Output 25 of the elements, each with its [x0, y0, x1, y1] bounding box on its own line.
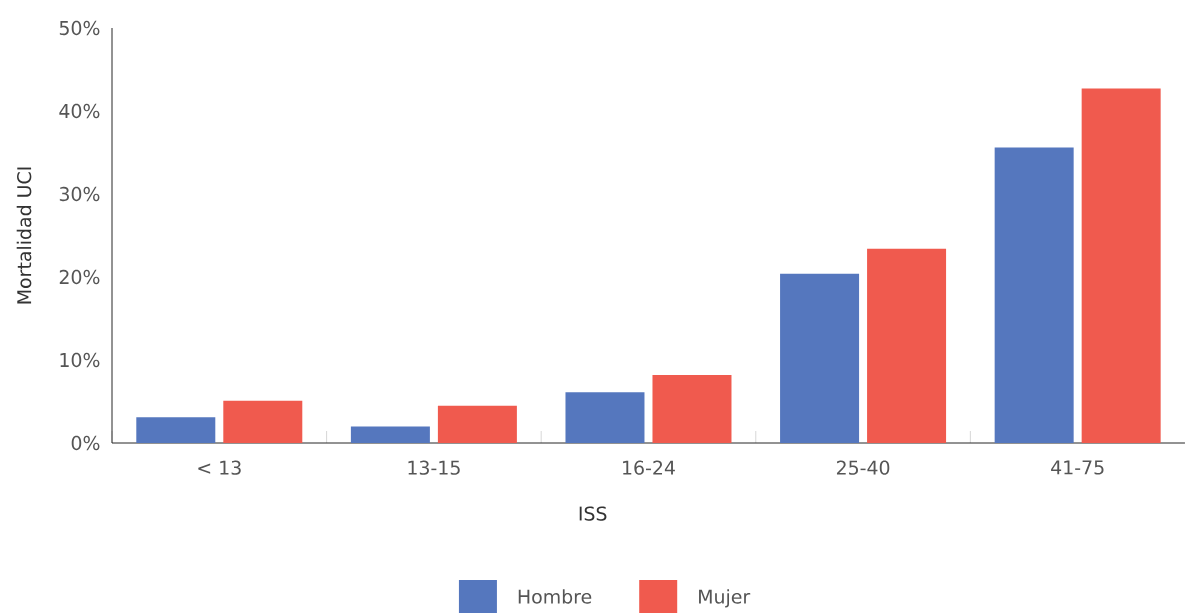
y-tick-label: 30% — [59, 186, 100, 202]
bar — [652, 374, 732, 443]
bar — [136, 417, 216, 443]
legend-label: Mujer — [699, 589, 751, 608]
bar — [437, 405, 517, 443]
bar — [780, 273, 860, 443]
bar — [1081, 88, 1161, 443]
y-tick-label: 0% — [71, 435, 100, 451]
y-axis-title: Mortalidad UCI — [16, 167, 32, 304]
bar — [223, 400, 303, 443]
bar — [867, 248, 947, 443]
x-tick-label: 25-40 — [836, 460, 890, 475]
y-tick-label: 50% — [59, 20, 100, 36]
y-tick-label: 40% — [59, 103, 100, 119]
bar — [994, 147, 1074, 443]
legend-label: Hombre — [518, 589, 592, 604]
bar — [565, 392, 645, 443]
x-tick-label: 16-24 — [623, 460, 675, 475]
y-tick-label: 10% — [60, 352, 100, 368]
y-tick-label: 20% — [59, 269, 100, 285]
x-tick-label: < 13 — [198, 460, 241, 475]
bar — [350, 426, 430, 443]
x-tick-label: 13-15 — [408, 460, 460, 475]
x-tick-label: 41-75 — [1051, 460, 1104, 475]
x-axis-title: ISS — [579, 506, 607, 521]
